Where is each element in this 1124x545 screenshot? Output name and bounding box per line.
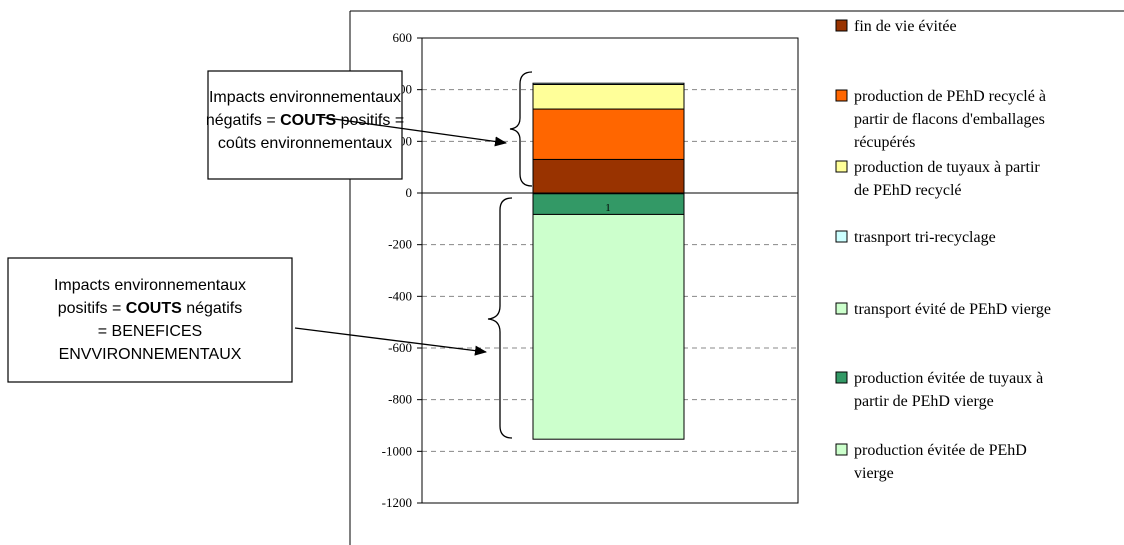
legend-label-3: production de tuyaux à partir xyxy=(854,159,1040,176)
annotation-box-positive xyxy=(207,70,403,180)
legend-swatch-6 xyxy=(835,371,848,384)
legend-label-7: vierge xyxy=(854,465,894,482)
y-tick-label: 0 xyxy=(406,185,413,200)
bar-segment-7 xyxy=(532,213,685,440)
legend-label-6: partir de PEhD vierge xyxy=(854,393,994,410)
arrow-negative xyxy=(294,327,487,356)
legend-swatch-1 xyxy=(835,19,848,32)
legend-swatch-4 xyxy=(835,230,848,243)
annotation-line: négatifs = COUTS positifs = xyxy=(206,112,404,129)
annotation-line: Impacts environnementaux xyxy=(54,277,246,294)
legend-label-5: transport évité de PEhD vierge xyxy=(854,301,1051,318)
plot-area-border xyxy=(421,37,799,504)
legend-label-4: trasnport tri-recyclage xyxy=(854,229,996,246)
annotation-line: = BENEFICES xyxy=(98,323,202,340)
bar-segment-3 xyxy=(532,84,685,110)
brace-positive xyxy=(509,71,533,187)
annotation-line: positifs = COUTS négatifs xyxy=(58,300,243,317)
legend-label-2: récupérés xyxy=(854,134,915,151)
legend-swatch-2 xyxy=(835,89,848,102)
bar-segments xyxy=(532,82,685,440)
annotation-line: coûts environnementaux xyxy=(218,135,392,152)
brace-negative xyxy=(487,197,513,439)
bar-segment-1 xyxy=(532,158,685,194)
data-label: 1 xyxy=(605,202,611,214)
annotation-positive: Impacts environnementaux négatifs = COUTS… xyxy=(206,89,404,152)
y-tick-label: -400 xyxy=(388,288,412,303)
bar-segment-2 xyxy=(532,108,685,160)
annotation-box-negative xyxy=(7,257,293,383)
annotation-line: ENVVIRONNEMENTAUX xyxy=(59,346,242,363)
arrow-positive xyxy=(319,116,507,147)
y-tick-label: -1000 xyxy=(382,443,412,458)
y-tick-label: -600 xyxy=(388,340,412,355)
legend-label-2: partir de flacons d'emballages xyxy=(854,111,1045,128)
y-tick-label: 600 xyxy=(393,30,413,45)
legend-swatch-5 xyxy=(835,302,848,315)
legend-label-1: fin de vie évitée xyxy=(854,18,957,35)
legend-swatch-7 xyxy=(835,443,848,456)
legend-label-3: de PEhD recyclé xyxy=(854,182,962,199)
legend-label-2: production de PEhD recyclé à xyxy=(854,88,1046,105)
annotation-line: Impacts environnementaux xyxy=(209,89,401,106)
y-tick-label: -1200 xyxy=(382,495,412,510)
bar-segment-4 xyxy=(532,82,685,86)
legend-label-6: production évitée de tuyaux à xyxy=(854,370,1043,387)
legend-label-7: production évitée de PEhD xyxy=(854,442,1027,459)
y-tick-label: -200 xyxy=(388,237,412,252)
annotation-negative: Impacts environnementaux positifs = COUTS… xyxy=(54,277,246,363)
y-tick-label: -800 xyxy=(388,392,412,407)
legend-swatch-3 xyxy=(835,160,848,173)
legend: fin de vie évitée production de PEhD recy… xyxy=(835,18,1051,482)
